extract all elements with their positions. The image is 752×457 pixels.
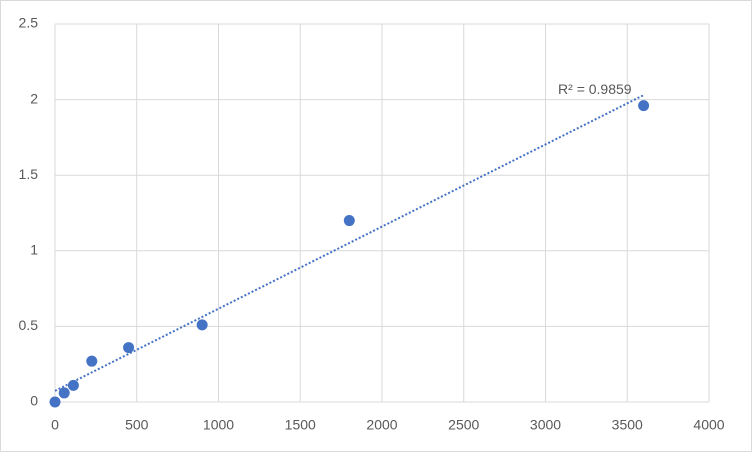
x-tick-label: 1000: [203, 417, 234, 433]
data-point: [123, 342, 135, 354]
data-point: [638, 100, 650, 112]
y-tick-label: 0.5: [19, 317, 39, 333]
data-point: [196, 319, 208, 331]
y-tick-label: 1: [30, 242, 38, 258]
y-tick-label: 2: [30, 90, 38, 106]
x-tick-label: 3000: [530, 417, 561, 433]
marks: [49, 94, 650, 408]
trendline-annotation: R² = 0.9859: [558, 81, 632, 97]
y-tick-label: 2.5: [19, 15, 39, 31]
x-tick-label: 2500: [448, 417, 479, 433]
data-point: [343, 215, 355, 227]
data-point: [86, 355, 98, 367]
data-point: [67, 379, 79, 391]
y-tick-label: 1.5: [19, 166, 39, 182]
x-tick-label: 3500: [612, 417, 643, 433]
grid: [54, 23, 710, 403]
x-tick-label: 1500: [285, 417, 316, 433]
x-tick-label: 4000: [693, 417, 724, 433]
x-tick-label: 500: [125, 417, 149, 433]
x-tick-label: 2000: [366, 417, 397, 433]
trendline: [54, 94, 645, 392]
y-tick-label: 0: [30, 393, 38, 409]
x-tick-label: 0: [51, 417, 59, 433]
data-point: [58, 387, 70, 399]
data-point: [49, 396, 61, 408]
